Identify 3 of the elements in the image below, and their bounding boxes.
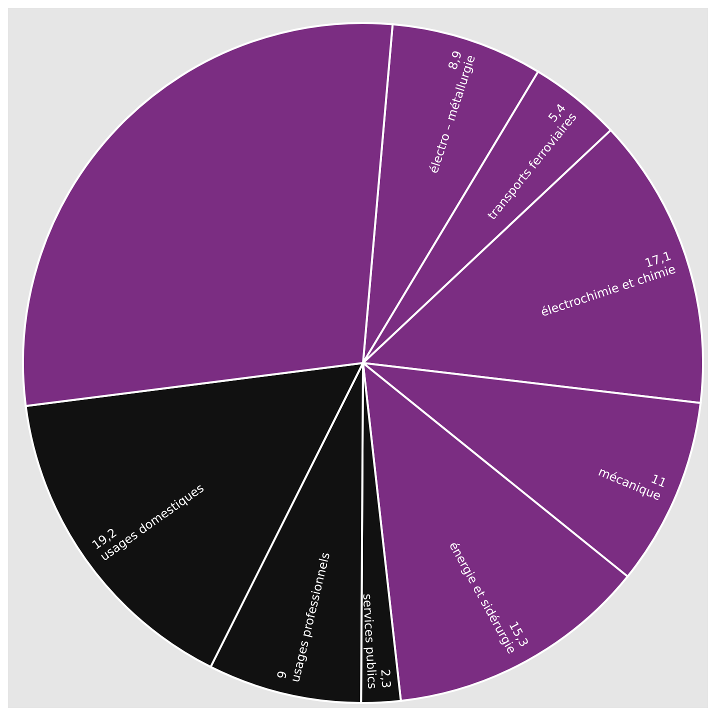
data-label: 2,3 <box>378 668 394 689</box>
data-label: 9 <box>274 670 290 680</box>
slice-label: services publics <box>360 593 380 690</box>
